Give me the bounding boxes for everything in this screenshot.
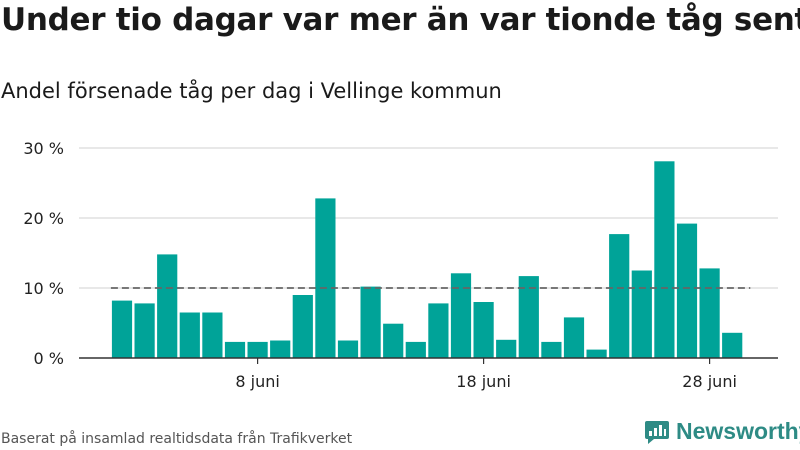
axes: 0 % 10 % 20 % 30 % 8 juni 18 juni 28 juni [23, 139, 778, 391]
bar[interactable] [134, 303, 155, 358]
bar[interactable] [360, 286, 381, 358]
bar[interactable] [292, 295, 313, 358]
chart-subtitle: Andel försenade tåg per dag i Vellinge k… [1, 79, 502, 103]
bar[interactable] [541, 341, 562, 358]
bar-series [111, 161, 743, 359]
bar[interactable] [315, 198, 336, 358]
x-tick-label: 28 juni [682, 372, 737, 391]
brand-logo-link[interactable]: Newsworthy [644, 418, 800, 445]
bar[interactable] [450, 273, 472, 358]
bar[interactable] [631, 270, 652, 359]
bar[interactable] [202, 312, 223, 359]
x-tick-label: 18 juni [456, 372, 511, 391]
y-tick-label: 20 % [23, 209, 64, 228]
bar[interactable] [383, 323, 404, 358]
bar[interactable] [654, 161, 675, 358]
bar[interactable] [224, 341, 246, 358]
x-tick-label: 8 juni [235, 372, 279, 391]
bar[interactable] [473, 302, 494, 358]
bar[interactable] [247, 341, 268, 358]
bar[interactable] [518, 276, 539, 358]
source-note: Baserat på insamlad realtidsdata från Tr… [1, 431, 353, 447]
bar[interactable] [405, 341, 426, 358]
bar[interactable] [586, 349, 607, 358]
brand-name: Newsworthy [676, 418, 800, 444]
bar[interactable] [563, 317, 585, 358]
bar[interactable] [676, 223, 698, 358]
bar[interactable] [337, 340, 359, 359]
bar[interactable] [111, 300, 133, 358]
bar[interactable] [428, 303, 449, 358]
bar[interactable] [179, 312, 200, 359]
bar[interactable] [496, 339, 517, 358]
bar[interactable] [270, 340, 291, 359]
bar[interactable] [157, 254, 178, 358]
y-tick-label: 10 % [23, 279, 64, 298]
bar[interactable] [609, 234, 630, 358]
chart-title: Under tio dagar var mer än var tionde tå… [1, 2, 800, 38]
bar[interactable] [699, 268, 720, 358]
bar[interactable] [722, 332, 743, 358]
y-tick-label: 0 % [34, 349, 64, 368]
y-tick-label: 30 % [23, 139, 64, 158]
newsworthy-logo-icon [645, 420, 669, 444]
